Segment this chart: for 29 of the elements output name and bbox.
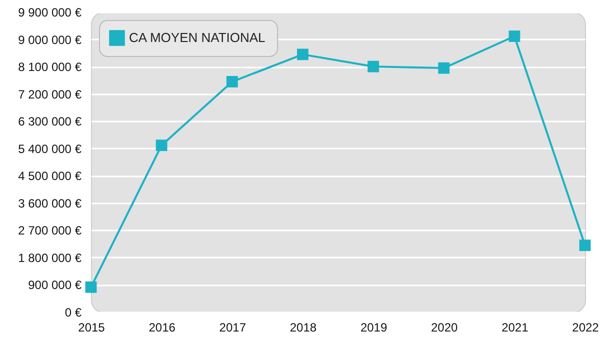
point	[297, 48, 308, 60]
y-tick-label: 6 300 000 €	[18, 114, 82, 129]
y-tick-label: 9 900 000 €	[18, 6, 82, 20]
x-tick-label: 2015	[78, 320, 106, 334]
point	[85, 281, 97, 293]
point	[368, 60, 379, 72]
y-tick-label: 9 000 000 €	[18, 32, 82, 47]
point	[579, 240, 591, 252]
x-tick-label: 2020	[431, 320, 458, 334]
y-tick-label: 0 €	[64, 306, 82, 320]
y-tick-label: 7 200 000 €	[18, 87, 82, 102]
point	[508, 30, 520, 42]
y-tick-label: 3 600 000 €	[18, 196, 82, 210]
y-tick-label: 1 800 000 €	[18, 250, 82, 265]
legend-label: CA MOYEN NATIONAL	[129, 30, 266, 45]
x-tick-label: 2021	[502, 320, 529, 334]
point	[156, 140, 168, 152]
point	[438, 62, 450, 74]
x-tick-label: 2018	[290, 320, 317, 334]
x-tick-label: 2022	[572, 320, 600, 334]
y-tick-label: 8 100 000 €	[18, 60, 82, 74]
x-tick-label: 2016	[148, 320, 176, 334]
y-tick-label: 2 700 000 €	[18, 224, 82, 238]
y-tick-label: 4 500 000 €	[18, 169, 82, 184]
y-tick-label: 5 400 000 €	[18, 142, 82, 156]
x-tick-label: 2019	[360, 320, 388, 334]
x-tick-label: 2017	[219, 320, 246, 334]
point	[226, 76, 238, 88]
y-tick-label: 900 000 €	[28, 278, 82, 292]
